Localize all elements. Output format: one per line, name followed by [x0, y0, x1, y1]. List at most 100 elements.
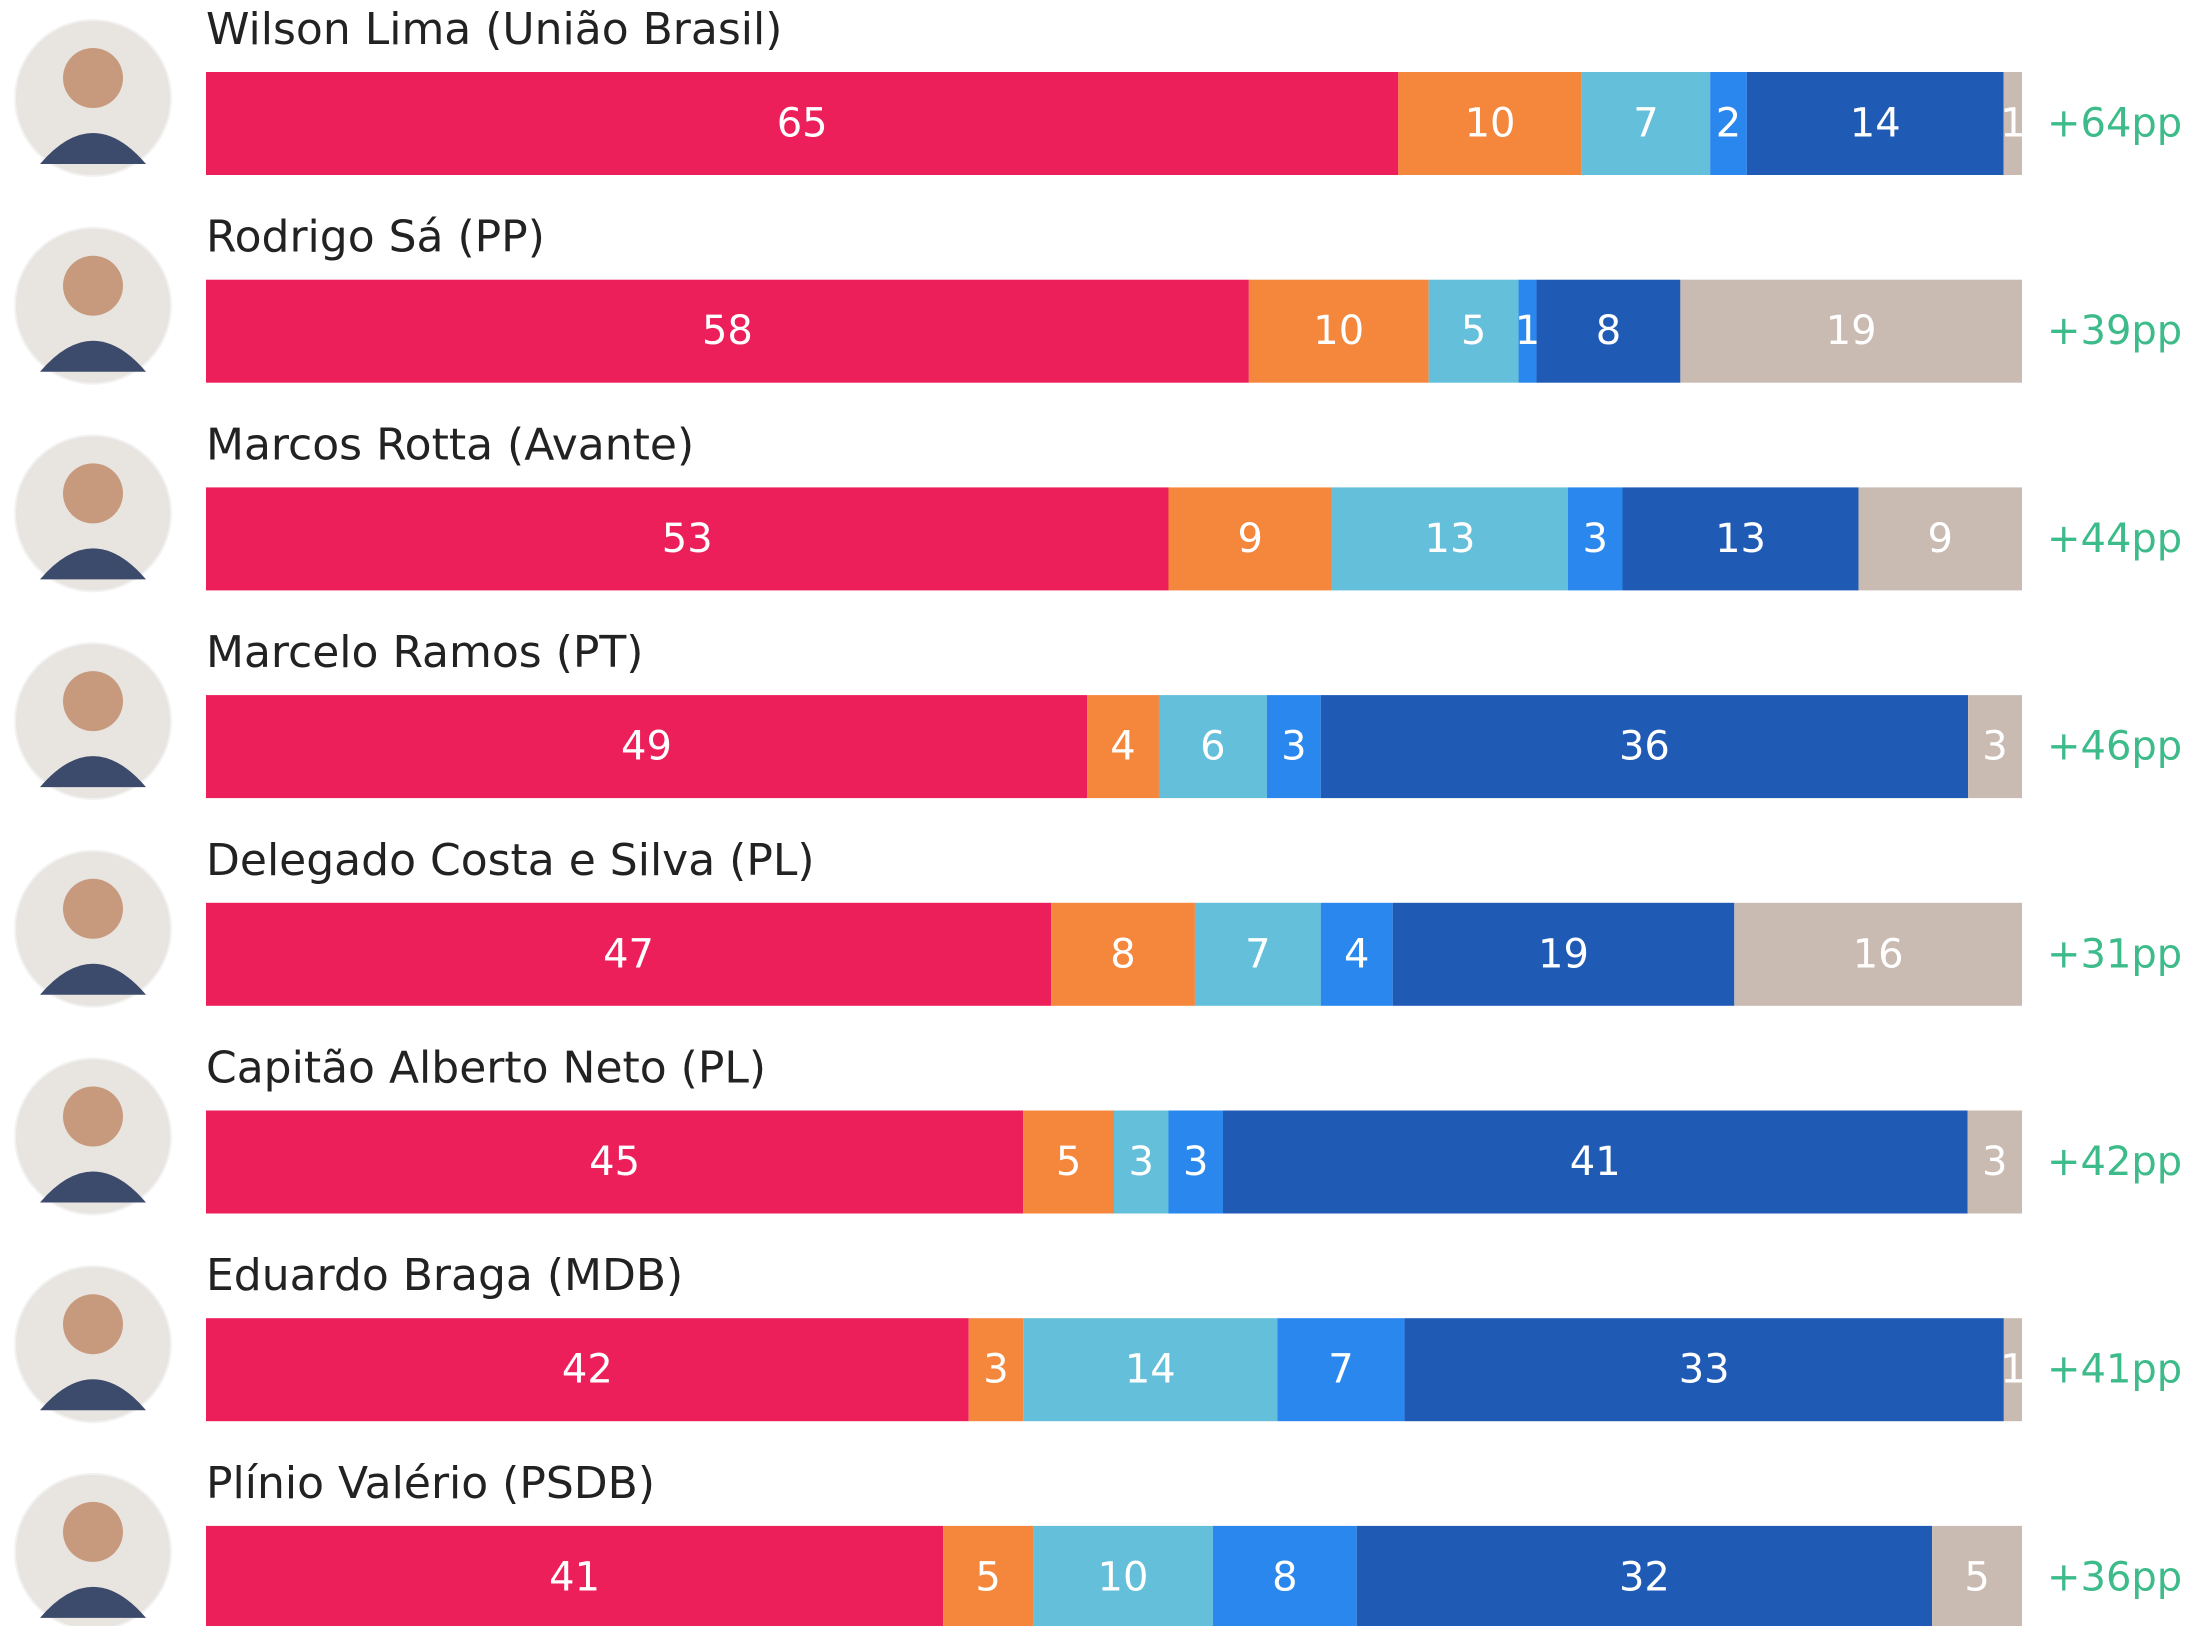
- avatar-head: [63, 1501, 123, 1562]
- data-label: 10: [1313, 308, 1364, 354]
- bar-segment: [1087, 695, 1159, 799]
- bar-segment: [943, 1525, 1034, 1626]
- row: Capitão Alberto Neto (PL)45 5 3 3 41 3 +42pp: [14, 1043, 2182, 1216]
- avatar-body: [40, 1379, 146, 1411]
- bar-segment: [1114, 1110, 1169, 1214]
- candidate-name: Plínio Valério (PSDB): [206, 1458, 655, 1509]
- margin-label: +44pp: [2047, 516, 2182, 562]
- data-label: 7: [1245, 931, 1270, 977]
- data-label: 13: [1715, 516, 1766, 562]
- data-label: 1: [2000, 101, 2025, 147]
- data-label: 49: [621, 724, 672, 770]
- avatar-head: [63, 671, 123, 732]
- bar-segment: [1277, 1318, 1405, 1422]
- bar-segment: [1168, 1110, 1223, 1214]
- data-label: 3: [1982, 724, 2007, 770]
- bar-segment: [1746, 72, 2004, 175]
- data-label: 8: [1596, 308, 1621, 354]
- data-label: 5: [975, 1554, 1000, 1600]
- avatar-body: [40, 963, 146, 995]
- row: Eduardo Braga (MDB) 42 3 14 7 33 1 +41pp: [14, 1250, 2182, 1424]
- data-label: 14: [1125, 1347, 1176, 1393]
- bar-segment: [1212, 1525, 1357, 1626]
- data-label: 4: [1344, 931, 1369, 977]
- data-label: 32: [1619, 1554, 1670, 1600]
- data-label: 5: [1461, 308, 1486, 354]
- data-label: 58: [702, 308, 753, 354]
- row: Rodrigo Sá (PP) 58 10 5 1 8 19 +39pp: [14, 212, 2182, 385]
- data-label: 53: [662, 516, 713, 562]
- data-label: 8: [1110, 931, 1135, 977]
- bar-segment: [206, 1525, 944, 1626]
- avatar-head: [63, 255, 123, 316]
- data-label: 9: [1237, 516, 1262, 562]
- bar-segment: [1428, 279, 1519, 383]
- bar-segment: [1248, 279, 1429, 383]
- data-label: 41: [549, 1554, 600, 1600]
- avatar-body: [40, 756, 146, 788]
- margin-label: +41pp: [2047, 1347, 2182, 1393]
- data-label: 3: [1183, 1139, 1208, 1185]
- data-label: 33: [1679, 1347, 1730, 1393]
- candidate-name: Delegado Costa e Silva (PL): [206, 835, 815, 886]
- bar-segment: [1568, 487, 1623, 591]
- avatar-body: [40, 340, 146, 372]
- candidate-name: Marcos Rotta (Avante): [206, 419, 694, 470]
- bar-segment: [206, 1318, 969, 1422]
- avatar-head: [63, 1294, 123, 1355]
- bar-segment: [1168, 487, 1332, 591]
- bar-segment: [206, 72, 1399, 175]
- data-label: 4: [1110, 724, 1135, 770]
- data-label: 5: [1964, 1554, 1989, 1600]
- candidate-name: Marcelo Ramos (PT): [206, 627, 643, 678]
- bar-segment: [1968, 695, 2022, 799]
- row: Marcelo Ramos (PT) 49 4 6 3 36 3 +46pp: [14, 627, 2182, 801]
- data-label: 45: [589, 1139, 640, 1185]
- data-label: 7: [1633, 101, 1658, 147]
- avatar-body: [40, 133, 146, 164]
- data-label: 36: [1619, 724, 1670, 770]
- bar-segment: [1398, 72, 1582, 175]
- margin-label: +39pp: [2047, 308, 2182, 354]
- bar-segment: [206, 279, 1249, 383]
- data-label: 47: [603, 931, 654, 977]
- bar-segment: [1932, 1525, 2022, 1626]
- data-label: 19: [1538, 931, 1589, 977]
- bar-segment: [1331, 487, 1568, 591]
- bar-segment: [1266, 695, 1321, 799]
- data-label: 9: [1928, 516, 1953, 562]
- row: Marcos Rotta (Avante) 53 9 13 3 13 9 +44pp: [14, 419, 2182, 593]
- bar-segment: [1194, 902, 1321, 1006]
- avatar-head: [63, 48, 123, 108]
- bar-segment: [1320, 695, 1969, 799]
- bar-segment: [1858, 487, 2022, 591]
- data-label: 1: [2000, 1347, 2025, 1393]
- avatar-body: [40, 548, 146, 580]
- bar-segment: [206, 902, 1052, 1006]
- bar-segment: [2003, 1318, 2022, 1422]
- data-label: 41: [1570, 1139, 1621, 1185]
- data-label: 7: [1328, 1347, 1353, 1393]
- bar-segment: [1710, 72, 1747, 175]
- row: Wilson Lima (União Brasil) 65 10 7 2 14 1 +64pp: [14, 4, 2182, 177]
- data-label: 10: [1465, 101, 1516, 147]
- bar-segment: [1536, 279, 1681, 383]
- data-label: 42: [562, 1347, 613, 1393]
- avatar-head: [63, 463, 123, 524]
- bar-segment: [1581, 72, 1711, 175]
- data-label: 3: [1583, 516, 1608, 562]
- candidate-name: Eduardo Braga (MDB): [206, 1250, 683, 1301]
- bar-segment: [1392, 902, 1735, 1006]
- margin-label: +46pp: [2047, 724, 2182, 770]
- data-label: 8: [1272, 1554, 1297, 1600]
- data-label: 3: [1982, 1139, 2007, 1185]
- bar-segment: [2003, 72, 2022, 175]
- data-label: 19: [1826, 308, 1877, 354]
- bar-segment: [1356, 1525, 1933, 1626]
- bar-segment: [1023, 1318, 1278, 1422]
- row: Plínio Valério (PSDB) 41 5 10 8 32 5 +36pp: [14, 1458, 2182, 1626]
- candidate-name: Wilson Lima (União Brasil): [206, 4, 782, 55]
- avatar-body: [40, 1171, 146, 1203]
- data-label: 10: [1098, 1554, 1149, 1600]
